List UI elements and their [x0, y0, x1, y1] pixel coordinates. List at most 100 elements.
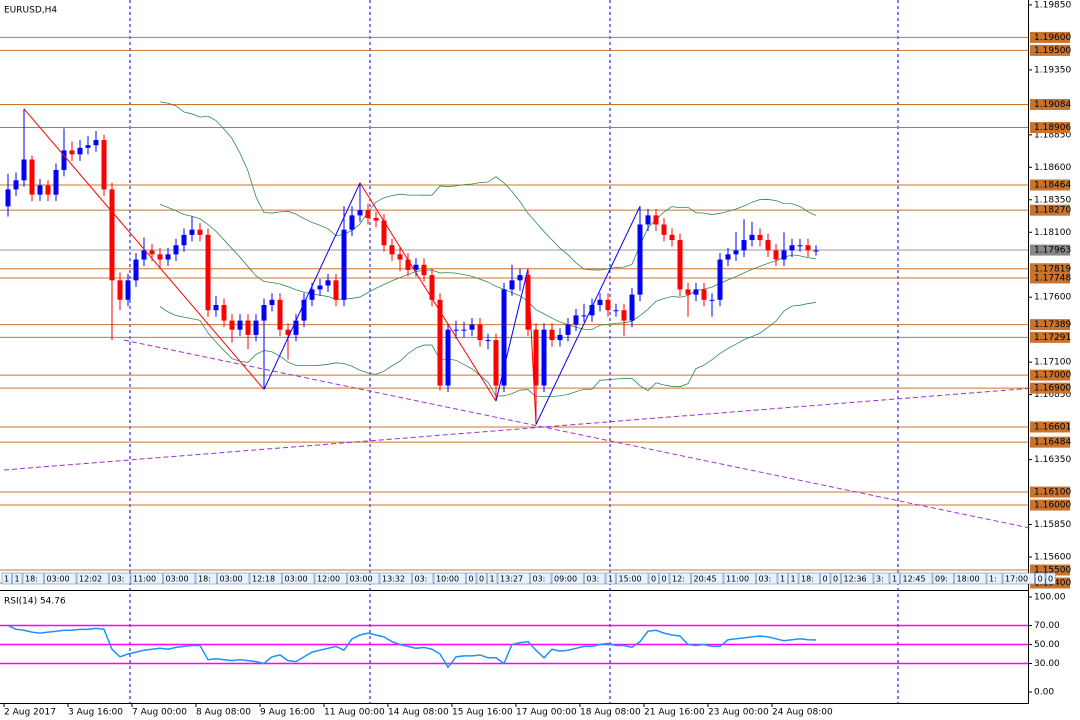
- time-box: [777, 572, 788, 585]
- candle-body: [485, 340, 491, 342]
- candle-body: [773, 250, 779, 260]
- x-tick-label: 14 Aug 08:00: [388, 708, 449, 718]
- zigzag: [535, 206, 641, 425]
- candle-body: [245, 320, 251, 335]
- candle-body: [13, 180, 19, 190]
- time-box: [130, 572, 163, 585]
- candle-body: [629, 294, 635, 321]
- time-box: [616, 572, 649, 585]
- candle-body: [197, 229, 203, 235]
- time-box: [551, 572, 584, 585]
- time-box: [1035, 572, 1046, 585]
- candle-body: [365, 210, 371, 218]
- candle-body: [749, 234, 755, 241]
- y-tick-label: 1.15600: [1034, 553, 1071, 563]
- time-box: [873, 572, 890, 585]
- time-label: 0: [469, 575, 474, 584]
- time-label: 11:00: [726, 575, 749, 584]
- candle-body: [701, 289, 707, 300]
- level-label-box: [1030, 382, 1070, 394]
- candle-body: [733, 250, 739, 255]
- level-label: 1.17389: [1034, 320, 1071, 330]
- candle-body: [165, 254, 171, 260]
- time-box: [986, 572, 1003, 585]
- time-label: 1:: [989, 575, 997, 584]
- time-box: [756, 572, 778, 585]
- time-label: 3:: [876, 575, 884, 584]
- candle-body: [573, 315, 579, 325]
- zigzag: [495, 268, 529, 402]
- zigzag: [263, 182, 361, 390]
- time-box: [841, 572, 874, 585]
- time-label: 03:: [587, 575, 600, 584]
- candle-body: [85, 145, 91, 148]
- time-label: 18:: [25, 575, 38, 584]
- time-box: [691, 572, 724, 585]
- time-label: 10:00: [436, 575, 459, 584]
- candle-body: [605, 299, 611, 311]
- time-label: 0: [823, 575, 828, 584]
- y-tick-label: 1.18850: [1034, 130, 1071, 140]
- candle-body: [597, 299, 603, 306]
- time-box: [12, 572, 23, 585]
- time-box: [44, 572, 77, 585]
- candle-body: [333, 280, 339, 300]
- time-box: [487, 572, 498, 585]
- level-label: 1.18270: [1034, 206, 1071, 216]
- x-tick-label: 7 Aug 00:00: [132, 708, 187, 718]
- time-box: [530, 572, 552, 585]
- time-box: [163, 572, 196, 585]
- level-label-box: [1030, 122, 1070, 134]
- level-label: 1.17819: [1034, 264, 1071, 274]
- time-label: 0: [1048, 575, 1053, 584]
- candle-body: [205, 234, 211, 311]
- candle-body: [309, 289, 315, 300]
- time-label: 03:00: [285, 575, 308, 584]
- current-price-box: [1030, 244, 1070, 256]
- candle-body: [69, 150, 75, 155]
- x-tick-label: 24 Aug 08:00: [772, 708, 833, 718]
- candle-body: [613, 310, 619, 312]
- candle-body: [277, 299, 283, 330]
- candle-body: [325, 280, 331, 286]
- time-label: 0: [833, 575, 838, 584]
- candle-body: [781, 250, 787, 260]
- time-box: [900, 572, 933, 585]
- time-label: 12:00: [317, 575, 340, 584]
- candle-body: [469, 324, 475, 330]
- time-box: [605, 572, 616, 585]
- rsi-title: RSI(14) 54.76: [4, 597, 66, 607]
- candle-body: [717, 259, 723, 300]
- candle-body: [445, 329, 451, 386]
- bollinger-band: [159, 203, 817, 330]
- x-tick-label: 23 Aug 00:00: [708, 708, 769, 718]
- candle-body: [285, 329, 291, 335]
- time-box: [659, 572, 670, 585]
- candle-body: [93, 140, 99, 146]
- level-label-box: [1030, 263, 1070, 275]
- candle-body: [405, 259, 411, 270]
- time-label: 12:36: [844, 575, 867, 584]
- level-label: 1.16484: [1034, 438, 1071, 448]
- level-label: 1.16601: [1034, 422, 1071, 432]
- candle-body: [173, 245, 179, 255]
- time-box: [412, 572, 434, 585]
- level-label: 1.17748: [1034, 273, 1071, 283]
- time-label: 1: [892, 575, 897, 584]
- candle-body: [29, 159, 35, 195]
- y-tick-label: 1.19850: [1034, 0, 1071, 10]
- time-label: 09:00: [554, 575, 577, 584]
- candle-body: [677, 240, 683, 290]
- candle-body: [5, 189, 11, 207]
- level-label: 1.19600: [1034, 33, 1071, 43]
- level-label: 1.18464: [1034, 180, 1071, 190]
- candle-body: [349, 215, 355, 230]
- time-label: 12:: [672, 575, 685, 584]
- zigzag: [527, 268, 537, 425]
- current-price-label: 1.17963: [1034, 246, 1071, 256]
- x-tick-label: 15 Aug 16:00: [452, 708, 513, 718]
- candle-body: [765, 240, 771, 251]
- candle-body: [317, 285, 323, 290]
- candle-body: [37, 185, 43, 195]
